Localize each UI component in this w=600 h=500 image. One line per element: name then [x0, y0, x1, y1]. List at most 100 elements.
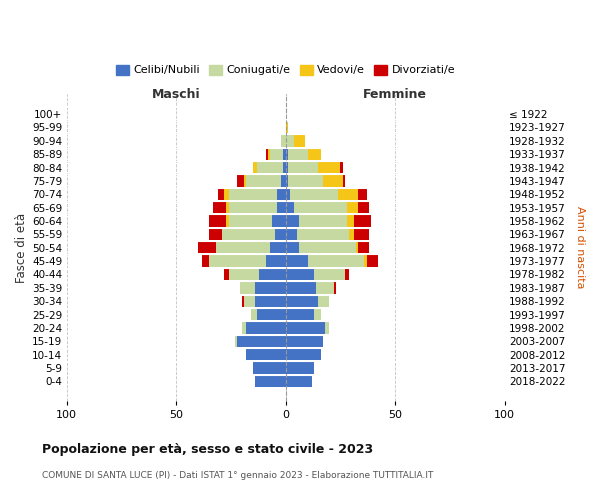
Bar — [286, 148, 288, 160]
Bar — [286, 228, 296, 240]
Bar — [353, 216, 371, 226]
Bar — [286, 296, 319, 307]
Bar — [286, 336, 323, 347]
Bar — [345, 269, 349, 280]
Bar — [255, 282, 286, 294]
Bar — [314, 309, 320, 320]
Bar — [226, 216, 229, 226]
Bar — [238, 175, 244, 186]
Bar — [229, 188, 277, 200]
Bar — [209, 256, 266, 267]
Bar — [246, 349, 286, 360]
Bar — [353, 228, 369, 240]
Bar — [229, 269, 259, 280]
Bar — [215, 242, 270, 254]
Bar — [356, 242, 358, 254]
Bar — [286, 242, 299, 254]
Bar — [209, 228, 222, 240]
Bar — [244, 175, 246, 186]
Bar — [286, 162, 288, 173]
Bar — [286, 269, 314, 280]
Bar — [286, 188, 290, 200]
Bar — [288, 175, 323, 186]
Bar — [283, 162, 286, 173]
Bar — [235, 336, 238, 347]
Bar — [334, 282, 336, 294]
Bar — [358, 242, 369, 254]
Bar — [286, 349, 320, 360]
Bar — [281, 175, 286, 186]
Bar — [229, 216, 272, 226]
Bar — [255, 376, 286, 387]
Bar — [358, 188, 367, 200]
Bar — [270, 242, 286, 254]
Bar — [308, 148, 320, 160]
Y-axis label: Anni di nascita: Anni di nascita — [575, 206, 585, 289]
Legend: Celibi/Nubili, Coniugati/e, Vedovi/e, Divorziati/e: Celibi/Nubili, Coniugati/e, Vedovi/e, Di… — [111, 60, 460, 80]
Bar — [257, 162, 283, 173]
Bar — [277, 188, 286, 200]
Bar — [343, 175, 345, 186]
Bar — [323, 175, 343, 186]
Bar — [319, 162, 340, 173]
Text: COMUNE DI SANTA LUCE (PI) - Dati ISTAT 1° gennaio 2023 - Elaborazione TUTTITALIA: COMUNE DI SANTA LUCE (PI) - Dati ISTAT 1… — [42, 470, 433, 480]
Bar — [259, 269, 286, 280]
Text: Femmine: Femmine — [363, 88, 427, 102]
Bar — [229, 202, 277, 213]
Bar — [286, 216, 299, 226]
Bar — [358, 202, 369, 213]
Bar — [340, 162, 343, 173]
Bar — [239, 282, 255, 294]
Bar — [281, 135, 286, 146]
Bar — [338, 188, 358, 200]
Bar — [290, 188, 338, 200]
Bar — [286, 282, 316, 294]
Text: Maschi: Maschi — [152, 88, 200, 102]
Bar — [319, 296, 329, 307]
Bar — [251, 309, 257, 320]
Bar — [246, 175, 281, 186]
Bar — [349, 228, 353, 240]
Bar — [257, 309, 286, 320]
Bar — [214, 202, 226, 213]
Bar — [244, 296, 255, 307]
Bar — [209, 216, 226, 226]
Bar — [222, 228, 275, 240]
Bar — [268, 148, 270, 160]
Bar — [226, 202, 229, 213]
Bar — [308, 256, 364, 267]
Y-axis label: Fasce di età: Fasce di età — [15, 212, 28, 283]
Text: Popolazione per età, sesso e stato civile - 2023: Popolazione per età, sesso e stato civil… — [42, 442, 373, 456]
Bar — [325, 322, 329, 334]
Bar — [277, 202, 286, 213]
Bar — [266, 256, 286, 267]
Bar — [253, 362, 286, 374]
Bar — [347, 202, 358, 213]
Bar — [364, 256, 367, 267]
Bar — [246, 322, 286, 334]
Bar — [202, 256, 209, 267]
Bar — [255, 296, 286, 307]
Bar — [286, 256, 308, 267]
Bar — [224, 188, 229, 200]
Bar — [198, 242, 215, 254]
Bar — [238, 336, 286, 347]
Bar — [270, 148, 283, 160]
Bar — [266, 148, 268, 160]
Bar — [296, 228, 349, 240]
Bar — [286, 322, 325, 334]
Bar — [286, 376, 312, 387]
Bar — [288, 162, 319, 173]
Bar — [275, 228, 286, 240]
Bar — [299, 242, 356, 254]
Bar — [299, 216, 347, 226]
Bar — [295, 202, 347, 213]
Bar — [286, 309, 314, 320]
Bar — [347, 216, 353, 226]
Bar — [295, 135, 305, 146]
Bar — [286, 175, 288, 186]
Bar — [286, 362, 314, 374]
Bar — [286, 122, 288, 133]
Bar — [288, 148, 308, 160]
Bar — [314, 269, 345, 280]
